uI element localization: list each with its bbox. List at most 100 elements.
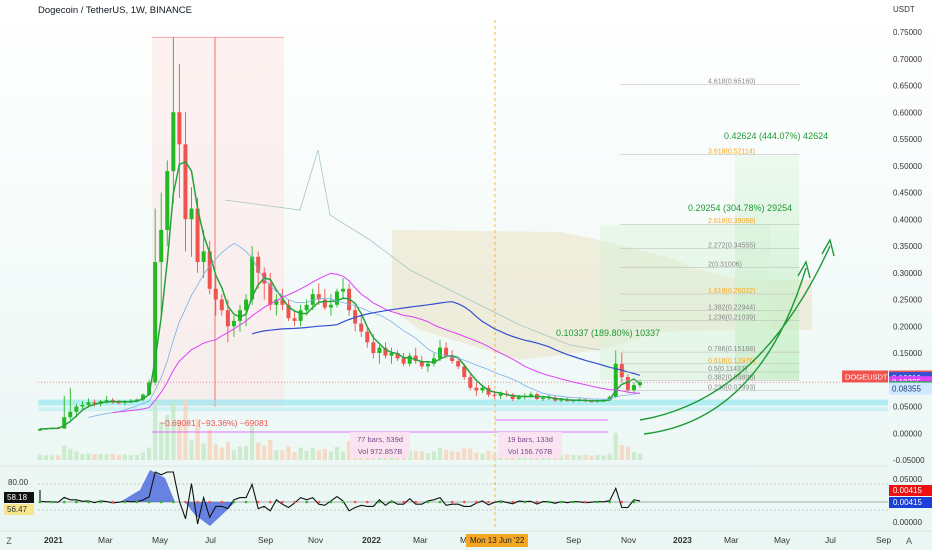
volume-bar <box>62 445 67 460</box>
candle-body <box>377 347 382 353</box>
candle-body <box>631 385 636 391</box>
projection-arrow-upper <box>639 245 831 421</box>
zoom-button[interactable]: Z <box>6 536 12 546</box>
candle <box>631 382 636 393</box>
volume-bar <box>159 422 164 460</box>
osc-dot <box>123 500 127 504</box>
candle <box>298 304 303 327</box>
volume-bar <box>274 450 279 460</box>
range1-vol-label: Vol 972.857B <box>358 447 403 456</box>
candle <box>68 387 73 420</box>
fib-label: 1.382(0.22944) <box>708 304 755 311</box>
candle <box>395 350 400 362</box>
candle-body <box>486 387 491 395</box>
candle-body <box>213 288 218 300</box>
volume-bar <box>492 454 497 460</box>
osc-tick-label: 0.05000 <box>893 475 922 484</box>
osc-dot <box>584 500 587 504</box>
osc-dot <box>499 500 502 504</box>
candle <box>177 64 182 198</box>
time-tick-label: 2022 <box>362 535 381 545</box>
osc-dot <box>99 500 102 504</box>
candle <box>438 339 442 362</box>
price-tick-label: -0.05000 <box>893 456 925 465</box>
volume-bar <box>292 452 297 460</box>
candle-body <box>231 320 236 327</box>
volume-bar <box>625 446 630 460</box>
price-tick-label: 0.75000 <box>893 28 922 37</box>
volume-bar <box>613 432 618 460</box>
candle-body <box>201 251 206 263</box>
osc-dot <box>220 500 224 504</box>
volume-bar <box>92 454 97 460</box>
candle-body <box>456 361 461 367</box>
volume-bar <box>425 453 430 460</box>
osc-dot <box>244 500 248 504</box>
price-tick-label: 0.25000 <box>893 296 922 305</box>
candle-body <box>207 251 212 289</box>
volume-bar <box>577 455 582 460</box>
range2-box <box>498 432 562 458</box>
candle-body <box>225 310 230 327</box>
volume-bar <box>122 454 127 460</box>
time-tick-label: May <box>774 535 791 545</box>
candle <box>365 326 370 348</box>
candle-body <box>359 323 364 332</box>
candle-body <box>547 397 552 399</box>
auto-scale-button[interactable]: A <box>905 536 912 546</box>
drawdown-measure-label: −0.69081 (−93.36%) −69081 <box>160 418 269 428</box>
osc-dot <box>208 500 211 504</box>
price-tick-label: 0.20000 <box>893 322 922 331</box>
osc-dot <box>135 500 139 504</box>
candle <box>474 382 479 396</box>
osc-dot <box>535 500 539 504</box>
candle-body <box>74 406 79 412</box>
volume-bar <box>134 454 140 460</box>
candle <box>62 395 67 429</box>
osc-dot <box>462 500 466 504</box>
candle-body <box>183 144 188 220</box>
candle-body <box>431 358 436 364</box>
osc-tick-label: 80.00 <box>8 478 29 487</box>
volume-bar <box>468 448 473 460</box>
osc-dot <box>111 500 115 504</box>
fib-label: 2(0.31006) <box>708 261 742 268</box>
volume-bar <box>595 455 600 460</box>
osc-dot <box>75 500 78 504</box>
osc-dot <box>620 500 624 504</box>
osc-dot <box>608 500 611 504</box>
volume-bar <box>195 418 200 460</box>
candle-body <box>62 417 67 429</box>
osc-right-value-2: 0.00415 <box>893 498 922 507</box>
candle <box>80 401 85 410</box>
volume-bar <box>207 429 212 460</box>
candle-body <box>322 299 327 308</box>
osc-right-tag-2 <box>889 497 932 508</box>
range2-bars-label: 19 bars, 133d <box>507 435 553 444</box>
volume-bar <box>637 453 643 460</box>
candle-body <box>304 304 309 311</box>
target2-label: 0.29254 (304.78%) 29254 <box>688 203 792 213</box>
candle <box>322 288 327 311</box>
osc-dot <box>38 500 42 504</box>
candle <box>74 403 79 418</box>
fib-label: 2.618(0.39068) <box>708 218 755 225</box>
volume-bar <box>213 444 218 460</box>
support-band <box>38 399 888 406</box>
time-tick-label: Nov <box>621 535 637 545</box>
candle-body <box>365 331 370 343</box>
fib-label: 0.382(0.09898) <box>708 374 755 381</box>
candle <box>238 304 242 332</box>
volume-bar <box>146 447 152 460</box>
oscillator-line <box>39 471 641 525</box>
candle <box>456 358 461 370</box>
volume-bar <box>250 426 255 460</box>
price-tick-label: 0.70000 <box>893 55 922 64</box>
fib-label: 1.618(0.26022) <box>708 288 755 295</box>
volume-bar <box>601 455 606 460</box>
volume-bar <box>431 451 437 460</box>
fib-label: 3.618(0.52114) <box>708 148 755 155</box>
osc-dot <box>87 500 90 504</box>
